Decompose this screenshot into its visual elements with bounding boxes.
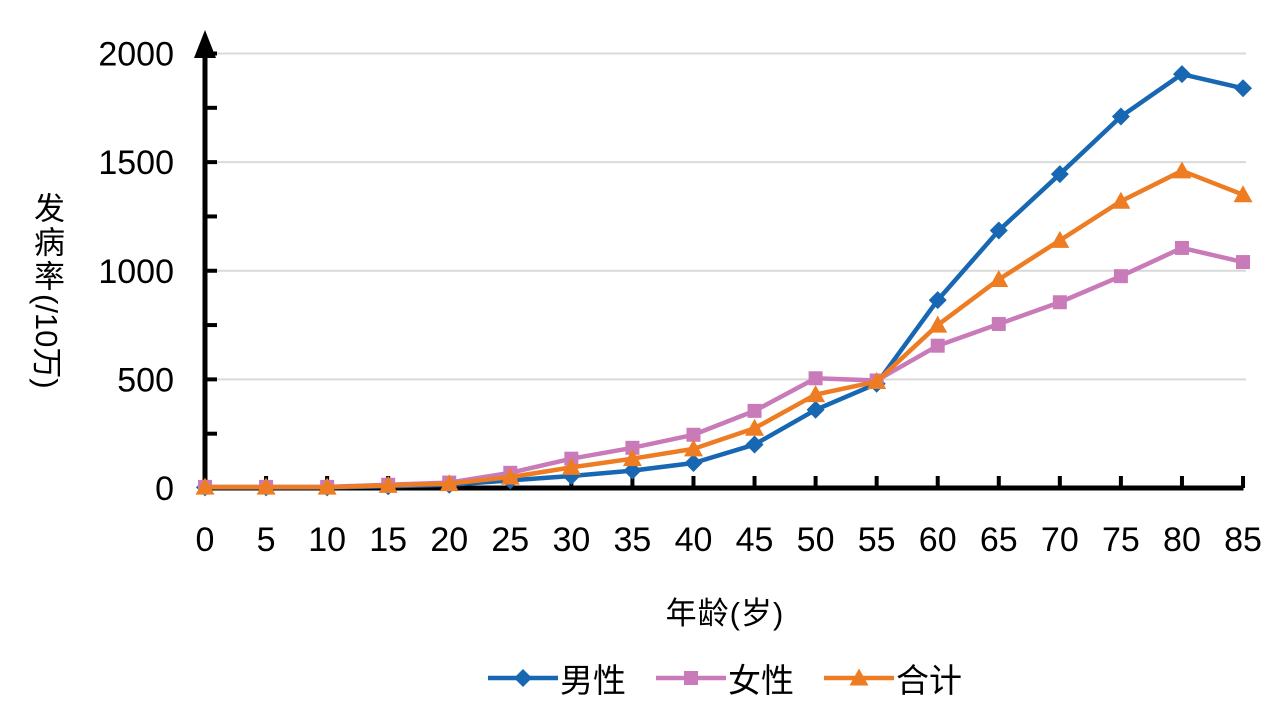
triangle-marker-合计 [378, 475, 398, 493]
x-tick-label: 65 [980, 521, 1018, 559]
legend-diamond-icon [514, 669, 532, 687]
x-tick-label: 25 [491, 521, 529, 559]
square-marker-女性 [1174, 240, 1189, 255]
series-line-女性 [202, 245, 1246, 490]
legend-item-合计: 合计 [824, 654, 962, 702]
legend-square-sample [656, 671, 726, 685]
legend-item-男性: 男性 [488, 654, 626, 702]
y-tick-label: 2000 [98, 36, 174, 74]
y-axis-arrowhead [194, 30, 216, 58]
y-axis-title: 发病率(/10万) [26, 192, 66, 389]
x-tick-label: 60 [919, 521, 957, 559]
series-line-合计 [202, 168, 1246, 490]
diamond-marker-男性 [989, 221, 1008, 240]
x-tick-label: 20 [430, 521, 468, 559]
legend-label-合计: 合计 [896, 662, 962, 699]
legend-item-女性: 女性 [656, 654, 794, 702]
triangle-marker-合计 [195, 477, 215, 495]
x-tick-label: 10 [308, 521, 346, 559]
legend: 男性 女性 合计 [205, 654, 1245, 702]
square-marker-女性 [930, 338, 945, 353]
triangle-marker-合计 [622, 449, 642, 467]
x-tick-label: 55 [858, 521, 896, 559]
square-marker-女性 [1113, 269, 1128, 284]
legend-label-女性: 女性 [728, 662, 794, 699]
triangle-marker-合计 [1050, 230, 1070, 248]
x-tick-label: 35 [614, 521, 652, 559]
y-tick-label: 1000 [98, 253, 174, 291]
x-tick-label: 75 [1102, 521, 1140, 559]
triangle-marker-合计 [1111, 191, 1131, 209]
triangle-marker-合计 [256, 477, 276, 495]
triangle-marker-合计 [867, 372, 887, 390]
x-tick-label: 30 [552, 521, 590, 559]
x-tick-label: 15 [369, 521, 407, 559]
x-axis-title: 年龄(岁) [665, 596, 785, 631]
diamond-marker-男性 [1050, 165, 1069, 184]
y-axis-title-unit: (/10万) [29, 294, 64, 389]
legend-square-icon [684, 671, 698, 685]
diamond-marker-男性 [806, 400, 825, 419]
series-line-男性 [202, 71, 1246, 490]
triangle-marker-合计 [806, 385, 826, 403]
triangle-marker-合计 [745, 418, 765, 436]
triangle-marker-合计 [561, 457, 581, 475]
square-marker-女性 [686, 427, 701, 442]
x-tick-label: 50 [797, 521, 835, 559]
triangle-marker-合计 [989, 269, 1009, 287]
square-marker-女性 [747, 403, 762, 418]
y-axis-title-text: 发病率 [29, 192, 64, 294]
triangle-marker-合计 [683, 439, 703, 457]
diamond-marker-男性 [1111, 107, 1130, 126]
square-marker-女性 [991, 316, 1006, 331]
diamond-marker-男性 [745, 435, 764, 454]
y-tick-label: 0 [155, 470, 174, 508]
legend-triangle-sample [824, 668, 894, 686]
triangle-marker-合计 [500, 467, 520, 485]
diamond-marker-男性 [1234, 79, 1253, 98]
triangle-marker-合计 [317, 477, 337, 495]
legend-label-男性: 男性 [560, 662, 626, 699]
diamond-marker-男性 [928, 291, 947, 310]
x-tick-label: 5 [257, 521, 276, 559]
diamond-marker-男性 [1172, 65, 1191, 84]
x-tick-label: 85 [1224, 521, 1262, 559]
square-marker-女性 [808, 371, 823, 386]
x-tick-label: 0 [196, 521, 215, 559]
y-tick-label: 1500 [98, 144, 174, 182]
triangle-marker-合计 [1172, 161, 1192, 179]
legend-diamond-sample [488, 669, 558, 687]
x-tick-label: 80 [1163, 521, 1201, 559]
triangle-marker-合计 [439, 474, 459, 492]
diamond-marker-男性 [684, 454, 703, 473]
square-marker-女性 [1236, 255, 1251, 270]
x-tick-label: 45 [736, 521, 774, 559]
square-marker-女性 [625, 440, 640, 455]
y-tick-label: 500 [117, 361, 174, 399]
x-tick-label: 70 [1041, 521, 1079, 559]
triangle-marker-合计 [1233, 185, 1253, 203]
legend-triangle-icon [849, 668, 869, 686]
triangle-marker-合计 [928, 315, 948, 333]
square-marker-女性 [1052, 295, 1067, 310]
x-tick-label: 40 [675, 521, 713, 559]
